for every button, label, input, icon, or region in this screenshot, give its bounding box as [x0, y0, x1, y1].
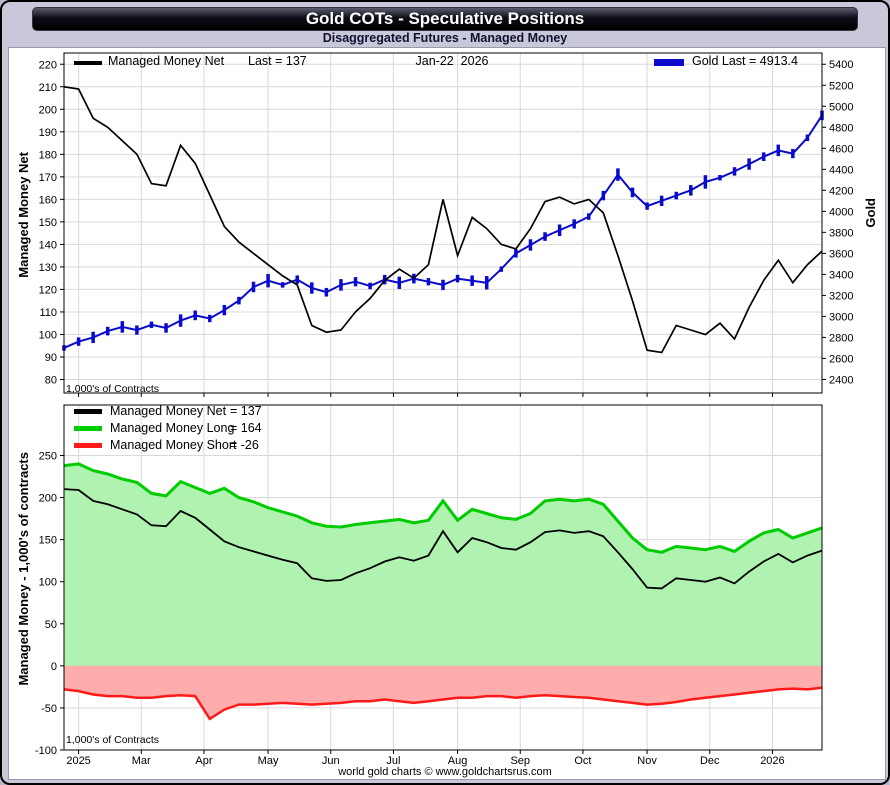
svg-text:4200: 4200	[829, 185, 853, 197]
top-units-note: 1,000's of Contracts	[66, 383, 160, 395]
svg-text:50: 50	[45, 619, 57, 631]
svg-text:Dec: Dec	[700, 755, 720, 767]
svg-text:100: 100	[39, 329, 57, 341]
svg-text:150: 150	[39, 535, 57, 547]
svg-text:170: 170	[39, 172, 57, 184]
svg-text:180: 180	[39, 149, 57, 161]
svg-text:210: 210	[39, 82, 57, 94]
net-line-swatch	[74, 61, 102, 65]
svg-text:250: 250	[39, 450, 57, 462]
bottom-units-note: 1,000's of Contracts	[66, 734, 160, 746]
svg-text:Sep: Sep	[510, 755, 530, 767]
svg-text:5200: 5200	[829, 80, 853, 92]
top-legend-net-label: Managed Money Net	[108, 54, 225, 68]
svg-text:Jun: Jun	[322, 755, 340, 767]
svg-text:May: May	[258, 755, 279, 767]
footer-credit: world gold charts © www.goldchartsrus.co…	[338, 766, 552, 778]
svg-text:3000: 3000	[829, 311, 853, 323]
short-swatch	[74, 443, 102, 449]
svg-text:3200: 3200	[829, 290, 853, 302]
svg-text:190: 190	[39, 127, 57, 139]
legend-label-short: Managed Money Short	[110, 438, 237, 452]
svg-text:200: 200	[39, 493, 57, 505]
svg-text:3600: 3600	[829, 248, 853, 260]
svg-text:Nov: Nov	[637, 755, 657, 767]
legend-value-short: = -26	[230, 438, 259, 452]
svg-text:2600: 2600	[829, 353, 853, 365]
svg-text:90: 90	[45, 352, 57, 364]
page-title: Gold COTs - Speculative Positions	[305, 9, 585, 28]
title-bar: Gold COTs - Speculative Positions	[32, 7, 858, 31]
svg-text:2400: 2400	[829, 374, 853, 386]
svg-text:120: 120	[39, 284, 57, 296]
long-swatch	[74, 426, 102, 432]
svg-text:160: 160	[39, 194, 57, 206]
svg-text:110: 110	[39, 307, 57, 319]
svg-text:Aug: Aug	[448, 755, 468, 767]
legend-label-net: Managed Money Net	[110, 404, 227, 418]
svg-text:150: 150	[39, 217, 57, 229]
top-chart-canvas: 80 90 100 110 120 130 140 150 160 170 180 190 200 210…	[39, 52, 853, 397]
svg-text:5400: 5400	[829, 59, 853, 71]
svg-text:Apr: Apr	[195, 755, 212, 767]
bottom-chart-canvas: 2025 Mar Apr May Jun Jul Aug Sep Oct Nov Dec 2026 -1…	[35, 404, 823, 767]
svg-text:5000: 5000	[829, 101, 853, 113]
legend-value-long: = 164	[230, 421, 262, 435]
top-legend-net-last-value: Last = 137	[248, 54, 307, 68]
svg-text:140: 140	[39, 239, 57, 251]
svg-text:4800: 4800	[829, 122, 853, 134]
right-y-axis-label-gold: Gold	[863, 198, 878, 228]
svg-text:4000: 4000	[829, 206, 853, 218]
svg-text:3400: 3400	[829, 269, 853, 281]
svg-text:0: 0	[51, 661, 57, 673]
top-legend-date: Jan-22 2026	[415, 54, 489, 68]
svg-text:2800: 2800	[829, 332, 853, 344]
legend-row-short: Managed Money Short= -26	[74, 438, 259, 455]
svg-text:Mar: Mar	[132, 755, 151, 767]
svg-text:4600: 4600	[829, 143, 853, 155]
svg-text:130: 130	[39, 262, 57, 274]
svg-text:200: 200	[39, 104, 57, 116]
top-left-y-axis-label: Managed Money Net	[16, 152, 31, 278]
svg-text:100: 100	[39, 577, 57, 589]
bottom-left-y-axis-label: Managed Money - 1,000's of contracts	[16, 452, 31, 686]
legend-row-long: Managed Money Long= 164	[74, 421, 262, 438]
svg-text:2026: 2026	[760, 755, 784, 767]
legend-label-long: Managed Money Long	[110, 421, 235, 435]
legend-row-net: Managed Money Net = 137	[74, 404, 262, 421]
svg-text:Oct: Oct	[574, 755, 591, 767]
svg-text:-100: -100	[35, 745, 57, 757]
svg-text:220: 220	[39, 59, 57, 71]
svg-text:80: 80	[45, 374, 57, 386]
svg-text:3800: 3800	[829, 227, 853, 239]
chart-subtitle: Disaggregated Futures - Managed Money	[322, 31, 568, 45]
net-swatch	[74, 409, 102, 415]
legend-value-net: = 137	[230, 404, 262, 418]
svg-text:4400: 4400	[829, 164, 853, 176]
gold-line-swatch	[654, 59, 684, 66]
svg-text:Jul: Jul	[386, 755, 400, 767]
top-legend-gold-last-value: Gold Last = 4913.4	[692, 54, 798, 68]
svg-text:2025: 2025	[66, 755, 90, 767]
svg-text:-50: -50	[41, 703, 57, 715]
